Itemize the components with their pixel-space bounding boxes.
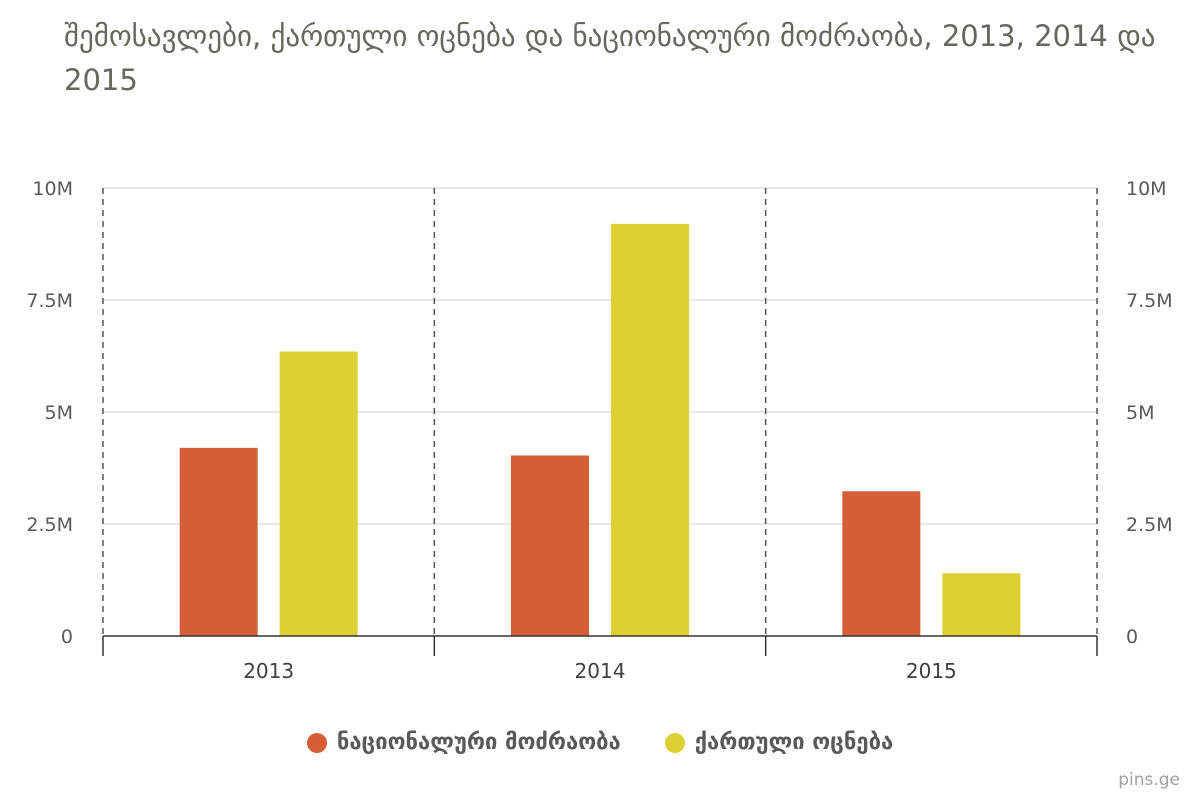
y-tick-label-right: 2.5M bbox=[1126, 514, 1173, 536]
bar-georgian-dream-2013 bbox=[279, 351, 358, 636]
x-tick-label: 2014 bbox=[575, 659, 626, 683]
source-credit: pins.ge bbox=[1118, 770, 1180, 790]
bars bbox=[179, 223, 1021, 636]
y-axis-left-ticks: 0 2.5M 5M 7.5M 10M bbox=[26, 178, 73, 648]
legend-label-georgian-dream: ქართული ოცნება bbox=[694, 730, 894, 755]
x-tick-label: 2013 bbox=[243, 659, 294, 683]
bar-national-movement-2013 bbox=[179, 447, 258, 636]
y-tick-label-left: 10M bbox=[32, 178, 73, 200]
y-axis-right-ticks: 0 2.5M 5M 7.5M 10M bbox=[1126, 178, 1173, 648]
y-tick-label-right: 7.5M bbox=[1126, 290, 1173, 312]
chart-title: შემოსავლები, ქართული ოცნება და ნაციონალუ… bbox=[64, 19, 1156, 97]
legend-item-georgian-dream[interactable]: ქართული ოცნება bbox=[664, 730, 894, 755]
bar-georgian-dream-2015 bbox=[942, 573, 1021, 636]
bar-georgian-dream-2014 bbox=[611, 223, 689, 636]
y-tick-label-left: 5M bbox=[45, 402, 73, 424]
y-tick-label-left: 7.5M bbox=[26, 290, 73, 312]
y-tick-label-left: 0 bbox=[61, 626, 73, 648]
y-tick-label-right: 10M bbox=[1126, 178, 1167, 200]
legend: ნაციონალური მოძრაობა ქართული ოცნება bbox=[0, 730, 1200, 755]
category-dividers bbox=[102, 188, 1098, 636]
axes bbox=[102, 635, 1098, 656]
legend-swatch-georgian-dream bbox=[664, 732, 685, 753]
y-tick-label-left: 2.5M bbox=[26, 514, 73, 536]
x-tick-label: 2015 bbox=[906, 659, 957, 683]
gridlines bbox=[103, 187, 1097, 525]
bar-national-movement-2014 bbox=[511, 455, 589, 636]
y-tick-label-right: 0 bbox=[1126, 626, 1138, 648]
y-tick-label-right: 5M bbox=[1126, 402, 1154, 424]
bar-national-movement-2015 bbox=[842, 491, 921, 636]
legend-swatch-national-movement bbox=[306, 732, 327, 753]
legend-item-national-movement[interactable]: ნაციონალური მოძრაობა bbox=[306, 730, 621, 755]
x-axis-ticks: 2013 2014 2015 bbox=[243, 659, 957, 683]
legend-label-national-movement: ნაციონალური მოძრაობა bbox=[336, 730, 621, 755]
